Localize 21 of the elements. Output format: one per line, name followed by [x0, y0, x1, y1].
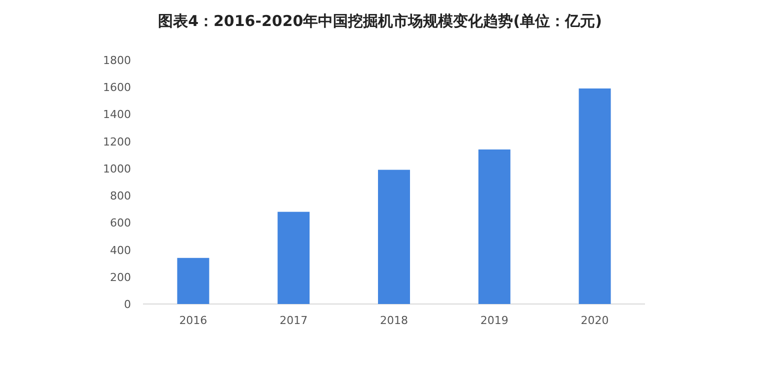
- y-tick-label: 1600: [103, 81, 131, 94]
- y-tick-label: 1400: [103, 108, 131, 122]
- y-tick-label: 1800: [103, 54, 131, 67]
- x-tick-label: 2016: [179, 314, 208, 327]
- y-tick-label: 200: [110, 270, 131, 284]
- y-tick-label: 600: [110, 216, 131, 230]
- x-tick-label: 2020: [580, 314, 609, 327]
- bar: [278, 212, 310, 304]
- bar: [177, 258, 210, 304]
- bar: [378, 170, 410, 304]
- y-tick-label: 400: [110, 244, 131, 257]
- y-tick-label: 0: [124, 298, 131, 311]
- x-tick-label: 2017: [280, 314, 308, 327]
- chart-title: 图表4：2016-2020年中国挖掘机市场规模变化趋势(单位：亿元): [158, 12, 602, 30]
- y-tick-label: 1000: [103, 162, 131, 176]
- bar: [478, 149, 510, 304]
- x-tick-label: 2018: [380, 314, 408, 327]
- x-tick-label: 2019: [480, 314, 508, 327]
- y-tick-label: 1200: [103, 135, 131, 148]
- bar: [578, 88, 611, 304]
- y-tick-label: 800: [110, 190, 131, 203]
